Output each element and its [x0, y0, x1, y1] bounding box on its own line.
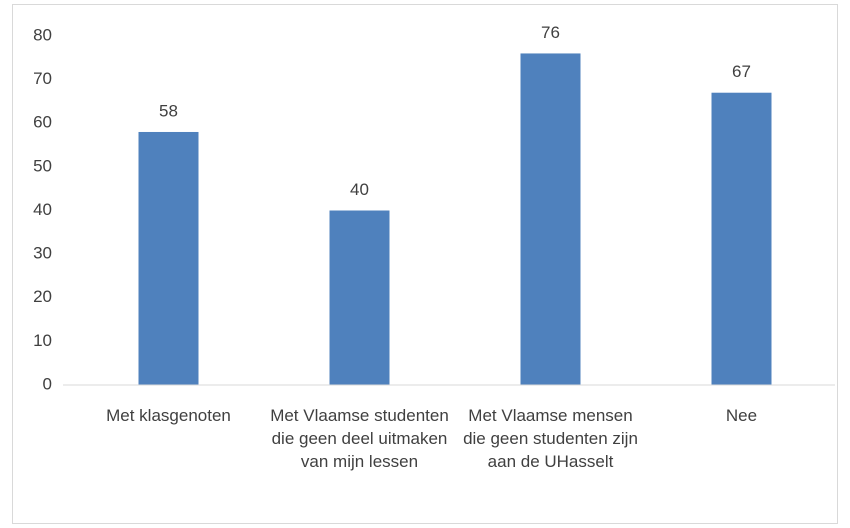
x-tick-label: Met Vlaamse mensen die geen studenten zi…	[463, 406, 638, 471]
y-tick-label: 30	[33, 244, 52, 263]
y-tick-label: 0	[43, 374, 52, 393]
y-tick-label: 50	[33, 156, 52, 175]
bar	[329, 210, 390, 385]
bar	[138, 131, 199, 385]
x-tick-label: Met klasgenoten	[106, 406, 231, 425]
value-label: 67	[732, 62, 751, 81]
value-label: 40	[350, 180, 369, 199]
bar	[520, 53, 581, 385]
y-tick-label: 20	[33, 287, 52, 306]
y-tick-label: 80	[33, 25, 52, 44]
x-tick-label: Nee	[725, 406, 758, 425]
x-tick-label: Met Vlaamse studenten die geen deel uitm…	[270, 406, 449, 471]
value-label: 58	[159, 101, 178, 120]
y-tick-label: 40	[33, 200, 52, 219]
bar	[711, 92, 772, 386]
y-tick-label: 10	[33, 331, 52, 350]
y-tick-label: 70	[33, 69, 52, 88]
y-tick-label: 60	[33, 113, 52, 132]
value-label: 76	[541, 23, 560, 42]
